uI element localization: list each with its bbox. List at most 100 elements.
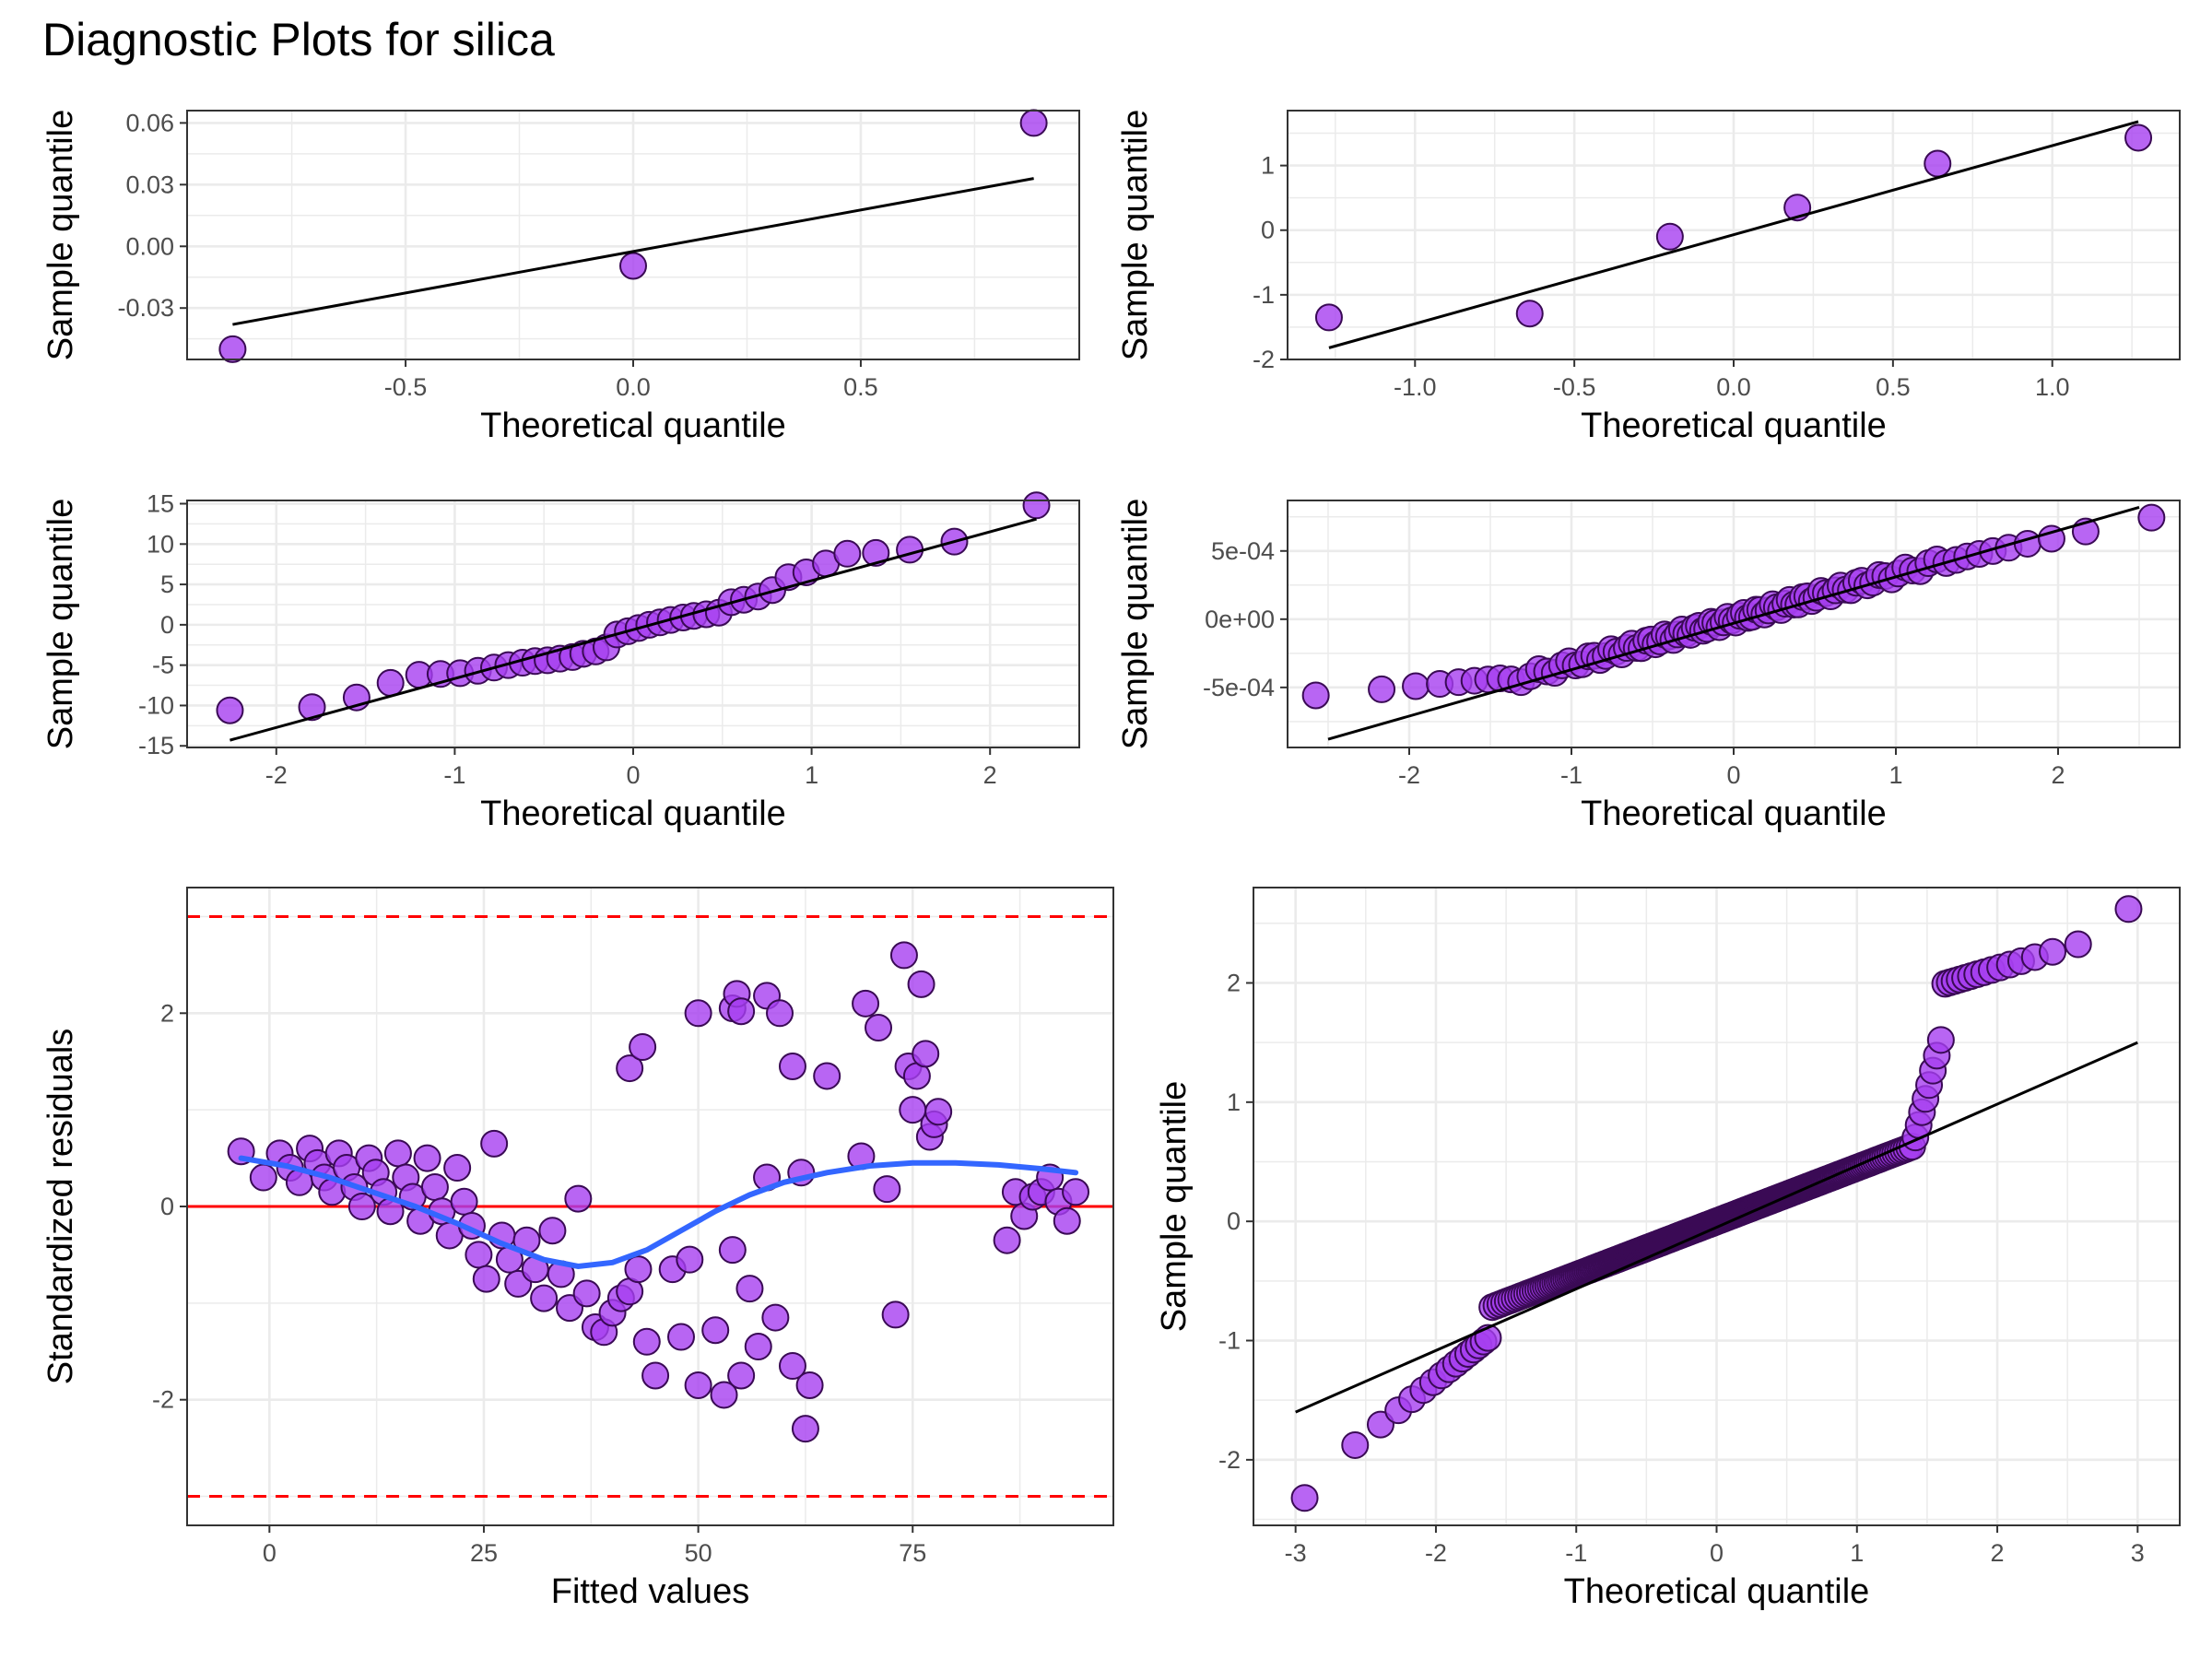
y-axis-label: Sample quantile xyxy=(41,110,80,361)
x-tick-label: -0.5 xyxy=(384,373,428,401)
y-tick-label: 15 xyxy=(147,490,174,518)
points xyxy=(1314,124,2153,332)
data-point xyxy=(1402,672,1430,700)
x-axis-label: Theoretical quantile xyxy=(1581,794,1887,833)
x-tick-label: -2 xyxy=(1425,1539,1447,1567)
reference-line xyxy=(1328,120,2139,349)
data-point xyxy=(761,1303,790,1332)
data-point xyxy=(443,1154,472,1182)
panel-qq-residuals: -3 -2 -1 0 1 2 3 -2 -1 0 1 2 Theoretical quantile Sam… xyxy=(1155,887,2181,1611)
data-point xyxy=(684,999,712,1028)
y-tick-label: -1 xyxy=(1218,1327,1241,1355)
data-point xyxy=(383,1139,412,1168)
y-tick-label: 0 xyxy=(160,1193,174,1220)
data-point xyxy=(862,538,890,567)
data-point xyxy=(795,1371,824,1399)
y-tick-label: 0 xyxy=(1227,1207,1241,1235)
data-point xyxy=(684,1371,712,1399)
y-tick-label: 2 xyxy=(1227,969,1241,996)
data-point xyxy=(852,989,880,1018)
data-point xyxy=(413,1144,441,1172)
data-point xyxy=(1019,109,1048,137)
x-tick-label: 2 xyxy=(983,761,997,789)
data-point xyxy=(1053,1206,1081,1235)
data-point xyxy=(766,999,794,1028)
y-axis-label: Sample quantile xyxy=(1155,1081,1194,1333)
data-point xyxy=(2137,503,2166,532)
data-point xyxy=(632,1327,661,1356)
y-tick-label: -5 xyxy=(152,652,174,679)
data-point xyxy=(1341,1430,1370,1459)
data-point xyxy=(907,970,935,998)
page-title: Diagnostic Plots for silica xyxy=(42,14,555,65)
data-point xyxy=(376,668,405,697)
data-point xyxy=(629,1033,657,1061)
data-point xyxy=(1926,1026,1955,1054)
x-axis-label: Theoretical quantile xyxy=(480,794,786,833)
y-tick-label: 0 xyxy=(160,611,174,639)
x-tick-label: 0.0 xyxy=(1716,373,1751,401)
data-point xyxy=(1301,681,1330,710)
x-tick-label: -1 xyxy=(443,761,465,789)
data-point xyxy=(718,1236,747,1265)
y-tick-label: -2 xyxy=(152,1386,174,1414)
x-axis-label: Theoretical quantile xyxy=(1581,406,1887,445)
y-tick-label: 0e+00 xyxy=(1205,606,1275,633)
y-tick-label: 0.00 xyxy=(125,232,174,260)
data-point xyxy=(710,1381,738,1409)
data-point xyxy=(1290,1484,1319,1512)
y-axis-label: Sample quantile xyxy=(1116,499,1155,750)
data-point xyxy=(912,1040,940,1068)
data-point xyxy=(701,1316,730,1345)
x-tick-label: 0 xyxy=(1710,1539,1724,1567)
reference-line xyxy=(232,177,1034,326)
data-point xyxy=(616,1054,644,1083)
data-point xyxy=(249,1163,277,1192)
data-point xyxy=(480,1129,509,1158)
x-tick-label: 0.5 xyxy=(1876,373,1911,401)
y-tick-label: -2 xyxy=(1253,346,1275,373)
points xyxy=(1290,895,2143,1512)
y-tick-label: -5e-04 xyxy=(1203,674,1275,701)
data-point xyxy=(881,1300,910,1329)
x-tick-label: 3 xyxy=(2131,1539,2145,1567)
x-tick-label: 1 xyxy=(1850,1539,1864,1567)
data-point xyxy=(813,1062,841,1090)
data-point xyxy=(538,1217,567,1245)
data-point xyxy=(2124,124,2153,152)
data-point xyxy=(2039,937,2067,966)
x-tick-label: 0 xyxy=(1726,761,1740,789)
x-tick-label: 2 xyxy=(1991,1539,2005,1567)
x-tick-label: 0.5 xyxy=(843,373,878,401)
x-tick-label: -1 xyxy=(1565,1539,1587,1567)
data-point xyxy=(676,1245,704,1274)
y-tick-label: 1 xyxy=(1227,1088,1241,1116)
x-tick-label: -2 xyxy=(265,761,288,789)
y-tick-label: -10 xyxy=(138,691,174,719)
data-point xyxy=(889,941,918,970)
data-point xyxy=(727,997,756,1026)
data-point xyxy=(778,1052,806,1080)
data-point xyxy=(564,1184,593,1213)
y-tick-label: 1 xyxy=(1261,152,1275,180)
data-point xyxy=(619,252,647,280)
y-tick-label: -2 xyxy=(1218,1446,1241,1474)
panel-residuals-vs-fitted: 0 25 50 75 -2 0 2 Fitted values Standardized res… xyxy=(41,887,1114,1611)
y-axis-label: Sample quantile xyxy=(1116,110,1155,361)
reference-line xyxy=(1327,505,2140,741)
y-tick-label: 0.03 xyxy=(125,171,174,198)
data-point xyxy=(1515,300,1544,328)
data-point xyxy=(465,1241,493,1269)
data-point xyxy=(744,1333,772,1361)
panel-qq-middle-right: -2 -1 0 1 2 -5e-04 0e+00 5e-04 Theoretical quant… xyxy=(1116,499,2181,833)
data-point xyxy=(1368,675,1396,703)
data-point xyxy=(865,1014,893,1042)
data-point xyxy=(924,1098,953,1126)
x-tick-label: -1.0 xyxy=(1394,373,1437,401)
x-tick-label: 25 xyxy=(470,1539,498,1567)
data-point xyxy=(778,1352,806,1380)
x-tick-label: -3 xyxy=(1285,1539,1307,1567)
data-point xyxy=(993,1226,1021,1254)
